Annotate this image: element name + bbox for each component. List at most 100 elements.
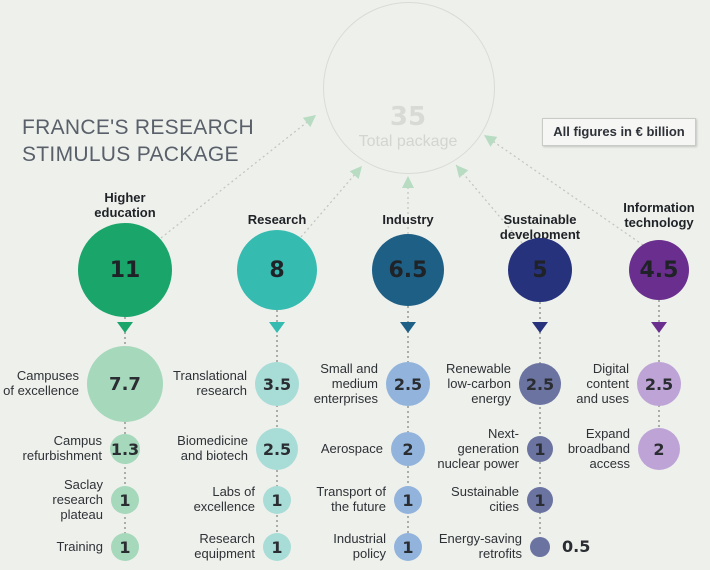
item-label: Renewable low-carbon energy [446,361,511,406]
item-label: Saclay research plateau [52,477,103,522]
item-value-circle: 2.5 [519,363,561,405]
total-link-arrow [456,165,469,179]
item-label-line: Renewable [445,360,511,376]
item-label: Industrial policy [333,531,386,561]
category-label: Information technology [594,200,710,230]
title-line-1: FRANCE'S RESEARCH [22,116,254,139]
chart-title: FRANCE'S RESEARCH STIMULUS PACKAGE [22,114,254,168]
item-value-circle: 7.7 [87,346,163,422]
item-label-line: the future [331,499,386,514]
item-label-line: access [589,455,630,471]
units-note: All figures in € billion [542,118,696,146]
item-label-line: Sustainable [451,484,519,499]
item-label-line: policy [352,546,386,561]
item-label-line: low-carbon [447,375,511,391]
category-label-line: Sustainable [503,212,577,227]
item-label-line: of excellence [3,383,79,398]
total-package-value: 35 [389,102,427,132]
item-label-line: refurbishment [22,448,102,463]
category-value-circle: 11 [78,223,172,317]
item-label: Next-generation nuclear power [437,426,519,471]
item-value-circle: 2 [391,432,425,466]
item-label-line: enterprises [313,390,378,406]
item-value-circle: 2.5 [256,428,298,470]
category-label-line: Information [623,200,695,215]
category-label: Industry [343,212,473,227]
item-value-circle: 2.5 [637,362,681,406]
total-link-arrow [349,166,362,180]
item-value-circle: 1 [527,436,553,462]
item-label-line: and biotech [180,448,248,463]
total-package-label: Total package [358,133,458,150]
item-label: Biomedicine and biotech [177,433,248,463]
item-label-line: energy [471,390,511,406]
item-label: Training [57,539,103,554]
item-value-circle: 1.3 [110,434,140,464]
item-label-line: Biomedicine [177,433,248,448]
category-label-line: Industry [382,212,434,227]
item-value-circle: 1 [263,533,291,561]
category-label-line: Higher [104,190,146,205]
item-label: Small and medium enterprises [314,361,378,406]
item-label-line: Campuses [16,368,79,383]
item-value-circle: 1 [263,486,291,514]
item-label-line: Saclay [63,476,103,492]
item-label-line: content [586,375,629,391]
down-arrow-icon [400,322,416,333]
item-value-circle: 1 [394,486,422,514]
item-label-line: Translational [173,368,247,383]
item-value-circle: 3.5 [255,362,299,406]
item-label-line: research [196,383,247,398]
item-label-line: nuclear power [437,455,519,471]
item-label-line: Next- [487,425,519,441]
category-label: Sustainable development [475,212,605,242]
category-value-circle: 4.5 [629,240,689,300]
category-value-circle: 8 [237,230,317,310]
item-label-line: Labs of [212,484,255,499]
item-label: Campus refurbishment [23,433,102,463]
down-arrow-icon [117,322,133,333]
total-link-line [483,134,644,246]
item-label-line: cities [489,499,519,514]
item-label-line: Transport of [316,484,386,499]
item-label: Aerospace [321,441,383,456]
category-label-line: Research [247,212,307,227]
down-arrow-icon [651,322,667,333]
item-label-line: plateau [60,506,103,522]
item-label: Sustainable cities [451,484,519,514]
total-link-line [455,164,523,244]
item-label: Transport of the future [316,484,386,514]
item-label: Translational research [173,368,247,398]
total-link-arrow [302,115,316,128]
item-label: Campuses of excellence [3,368,79,398]
item-label: Expand broadband access [568,426,630,471]
total-package-circle [323,2,495,174]
item-value-circle: 2.5 [386,362,430,406]
total-link-line [300,165,363,238]
item-label: Labs of excellence [194,484,255,514]
item-value-circle: 2 [638,428,680,470]
item-label-line: research [52,491,103,507]
item-value-circle [530,537,550,557]
category-label-line: education [94,205,156,220]
item-label-line: generation [457,440,519,456]
item-value-circle: 1 [394,533,422,561]
down-arrow-icon [269,322,285,333]
item-label-line: Expand [585,425,630,441]
item-label-line: Research [199,531,255,546]
category-label: Higher education [60,190,190,220]
item-value-circle: 1 [111,533,139,561]
item-label: Digital content and uses [576,361,629,406]
total-link-arrow [402,176,414,188]
item-label-line: Training [56,538,103,554]
category-value-circle: 5 [508,238,572,302]
item-label-line: and uses [576,390,629,406]
item-label-line: Campus [53,433,102,448]
category-label-line: development [499,227,581,242]
item-value-text: 0.5 [562,537,591,556]
item-label: Research equipment [194,531,255,561]
item-label-line: Aerospace [320,440,383,456]
category-value-circle: 6.5 [372,234,444,306]
category-label-line: technology [624,215,694,230]
